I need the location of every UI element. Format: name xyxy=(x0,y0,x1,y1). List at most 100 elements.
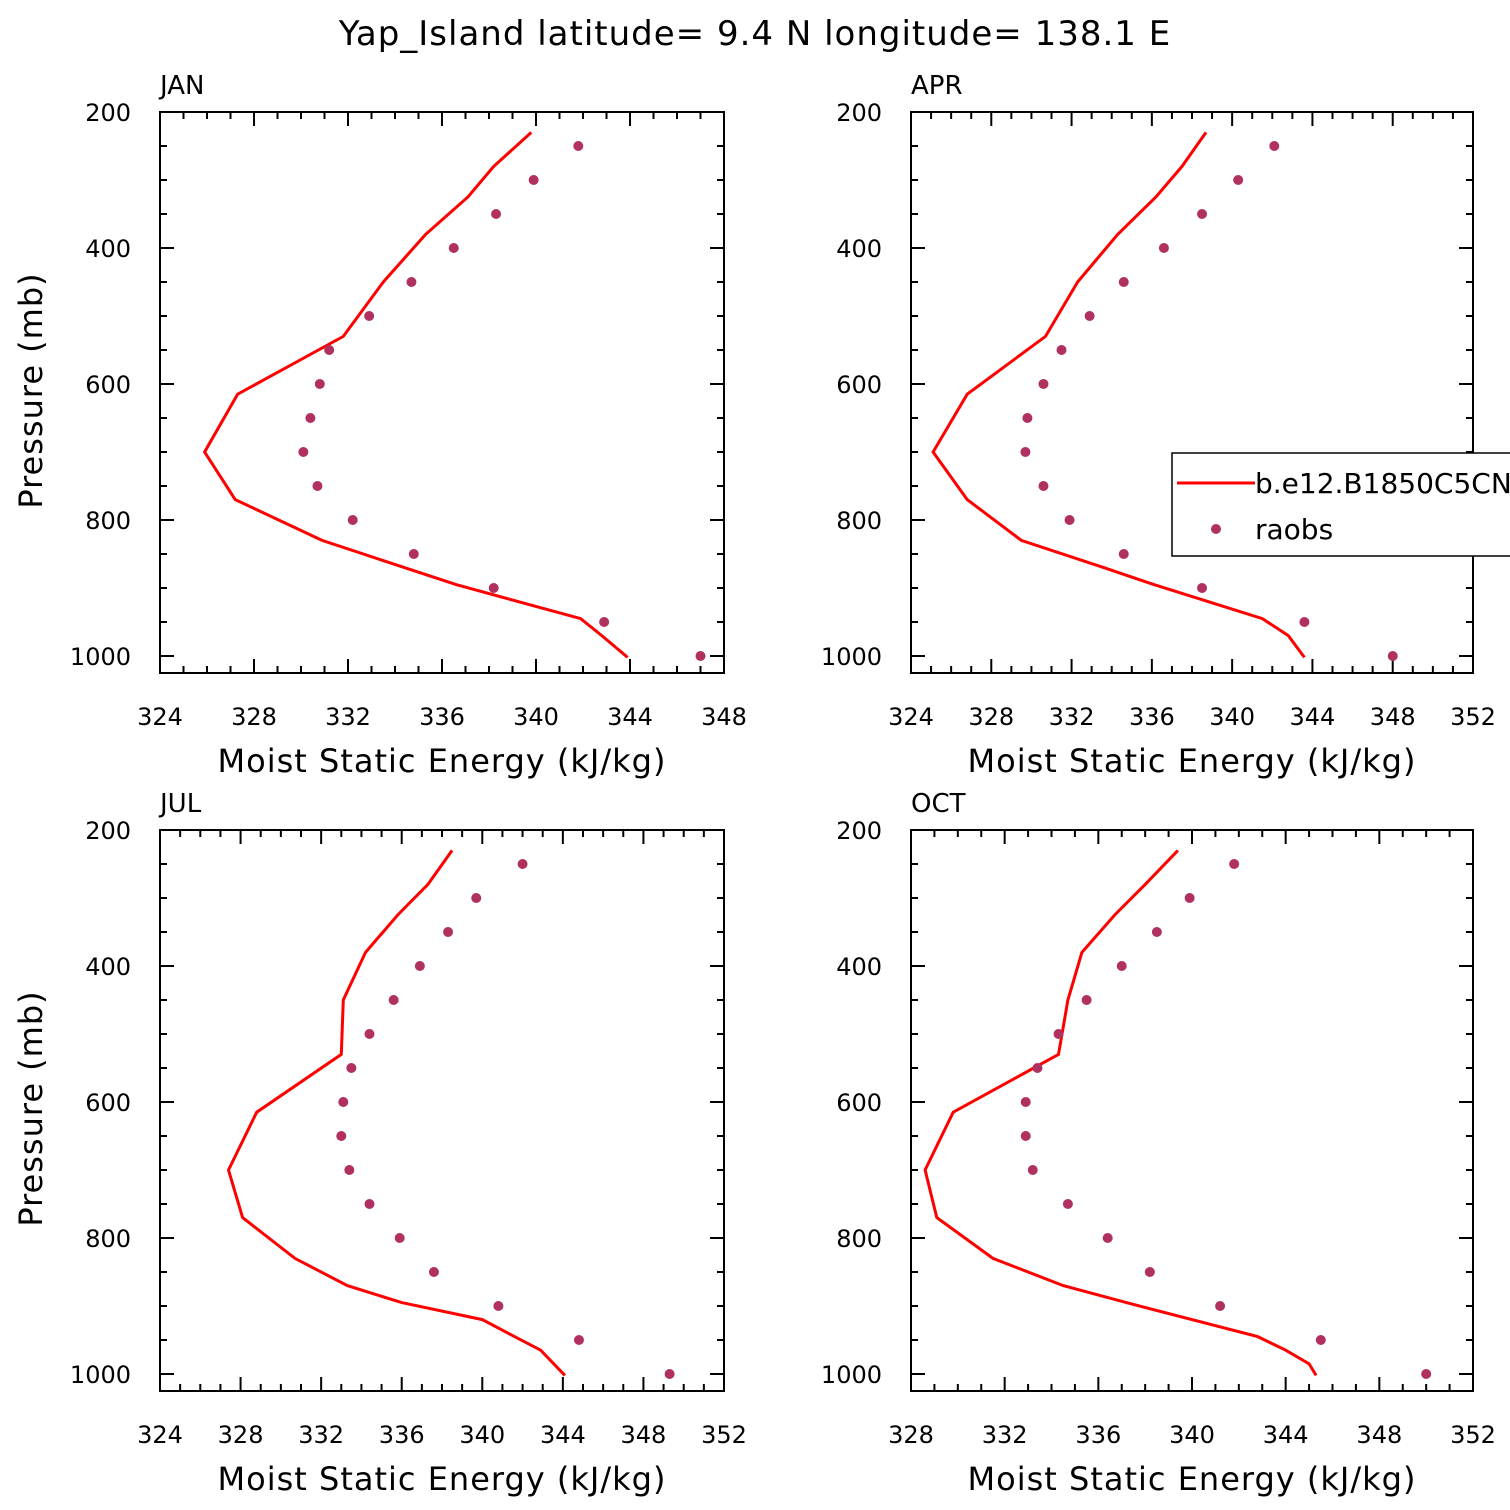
obs-point xyxy=(298,447,309,457)
x-axis-label: Moist Static Energy (kJ/kg) xyxy=(968,1460,1417,1498)
obs-point xyxy=(695,651,706,661)
panel-title: JAN xyxy=(158,71,204,101)
obs-point xyxy=(1387,651,1398,661)
obs-point xyxy=(336,1131,347,1141)
obs-point xyxy=(1027,1165,1038,1175)
x-tick-label: 340 xyxy=(1169,1421,1215,1449)
y-axis-label: Pressure (mb) xyxy=(12,990,50,1226)
model-series-line xyxy=(202,131,629,659)
x-tick-label: 328 xyxy=(888,1421,934,1449)
x-tick-label: 336 xyxy=(419,703,465,731)
y-tick-label: 1000 xyxy=(70,643,131,671)
x-tick-label: 336 xyxy=(1075,1421,1121,1449)
obs-point xyxy=(1151,927,1162,937)
x-tick-label: 324 xyxy=(888,703,934,731)
x-tick-label: 340 xyxy=(513,703,559,731)
panel-title: APR xyxy=(911,71,963,101)
obs-point xyxy=(448,243,459,253)
obs-point xyxy=(664,1369,675,1379)
obs-point xyxy=(305,413,316,423)
y-axis-label: Pressure (mb) xyxy=(12,272,50,508)
obs-point xyxy=(1056,345,1067,355)
x-tick-label: 336 xyxy=(379,1421,425,1449)
x-tick-label: 332 xyxy=(982,1421,1028,1449)
obs-point xyxy=(1038,481,1049,491)
x-tick-label: 336 xyxy=(1129,703,1175,731)
y-tick-label: 1000 xyxy=(821,643,882,671)
panel-jul: JUL 324 328 332 336 340 344 348 352 200 400 600 800 1… xyxy=(12,789,747,1498)
x-tick-label: 332 xyxy=(298,1421,344,1449)
obs-point xyxy=(1233,175,1244,185)
obs-point xyxy=(1062,1199,1073,1209)
obs-point xyxy=(344,1165,355,1175)
obs-point xyxy=(528,175,539,185)
obs-point xyxy=(428,1267,439,1277)
obs-point xyxy=(1081,995,1092,1005)
obs-point xyxy=(573,1335,584,1345)
obs-point xyxy=(1053,1029,1064,1039)
x-tick-label: 340 xyxy=(459,1421,505,1449)
obs-point xyxy=(364,1029,375,1039)
obs-point xyxy=(1084,311,1095,321)
obs-point xyxy=(1144,1267,1155,1277)
x-tick-label: 348 xyxy=(621,1421,667,1449)
y-tick-label: 200 xyxy=(836,817,882,845)
legend-obs-label: raobs xyxy=(1255,513,1333,546)
plot-frame xyxy=(159,111,725,674)
y-tick-label: 400 xyxy=(85,953,131,981)
legend: b.e12.B1850C5CN raobs xyxy=(1171,452,1510,557)
obs-point xyxy=(517,859,528,869)
figure-title: Yap_Island latitude= 9.4 N longitude= 13… xyxy=(338,14,1171,54)
obs-point xyxy=(1020,1097,1031,1107)
obs-point xyxy=(1197,209,1208,219)
y-tick-label: 400 xyxy=(836,235,882,263)
y-tick-label: 400 xyxy=(836,953,882,981)
obs-point xyxy=(338,1097,349,1107)
legend-box xyxy=(1171,452,1510,557)
obs-point xyxy=(364,311,375,321)
x-tick-label: 352 xyxy=(701,1421,747,1449)
y-tick-label: 800 xyxy=(85,507,131,535)
x-tick-label: 352 xyxy=(1450,1421,1496,1449)
obs-point xyxy=(1032,1063,1043,1073)
x-tick-label: 348 xyxy=(1370,703,1416,731)
obs-point xyxy=(471,893,482,903)
y-tick-label: 600 xyxy=(85,371,131,399)
obs-point xyxy=(493,1301,504,1311)
obs-point xyxy=(1315,1335,1326,1345)
x-tick-label: 328 xyxy=(231,703,277,731)
panel-apr: APR 324 328 332 336 340 344 348 352 200 400 600 800 1… xyxy=(821,71,1496,780)
obs-point xyxy=(347,515,358,525)
obs-point xyxy=(346,1063,357,1073)
model-series-line xyxy=(931,131,1306,659)
obs-point xyxy=(1064,515,1075,525)
obs-point xyxy=(443,927,454,937)
obs-point xyxy=(388,995,399,1005)
y-tick-label: 200 xyxy=(85,99,131,127)
x-tick-label: 332 xyxy=(1049,703,1095,731)
x-tick-label: 344 xyxy=(540,1421,586,1449)
x-tick-label: 344 xyxy=(1263,1421,1309,1449)
panels: JAN 324 328 332 336 340 344 348 200 400 600 800 1000… xyxy=(12,71,1496,1498)
obs-point xyxy=(1184,893,1195,903)
y-tick-label: 1000 xyxy=(821,1361,882,1389)
obs-point xyxy=(408,549,419,559)
x-tick-label: 344 xyxy=(1290,703,1336,731)
x-tick-label: 348 xyxy=(1356,1421,1402,1449)
obs-point xyxy=(364,1199,375,1209)
x-axis-label: Moist Static Energy (kJ/kg) xyxy=(968,742,1417,780)
obs-point xyxy=(314,379,325,389)
panel-jan: JAN 324 328 332 336 340 344 348 200 400 600 800 1000… xyxy=(12,71,747,780)
x-axis-label: Moist Static Energy (kJ/kg) xyxy=(218,742,667,780)
y-tick-label: 800 xyxy=(836,507,882,535)
obs-point xyxy=(1038,379,1049,389)
obs-point xyxy=(1116,961,1127,971)
x-tick-label: 324 xyxy=(137,703,183,731)
obs-point xyxy=(324,345,335,355)
obs-point xyxy=(599,617,610,627)
obs-point xyxy=(1020,447,1031,457)
plot-frame xyxy=(910,829,1474,1392)
y-tick-label: 400 xyxy=(85,235,131,263)
obs-point xyxy=(1215,1301,1226,1311)
x-tick-label: 332 xyxy=(325,703,371,731)
